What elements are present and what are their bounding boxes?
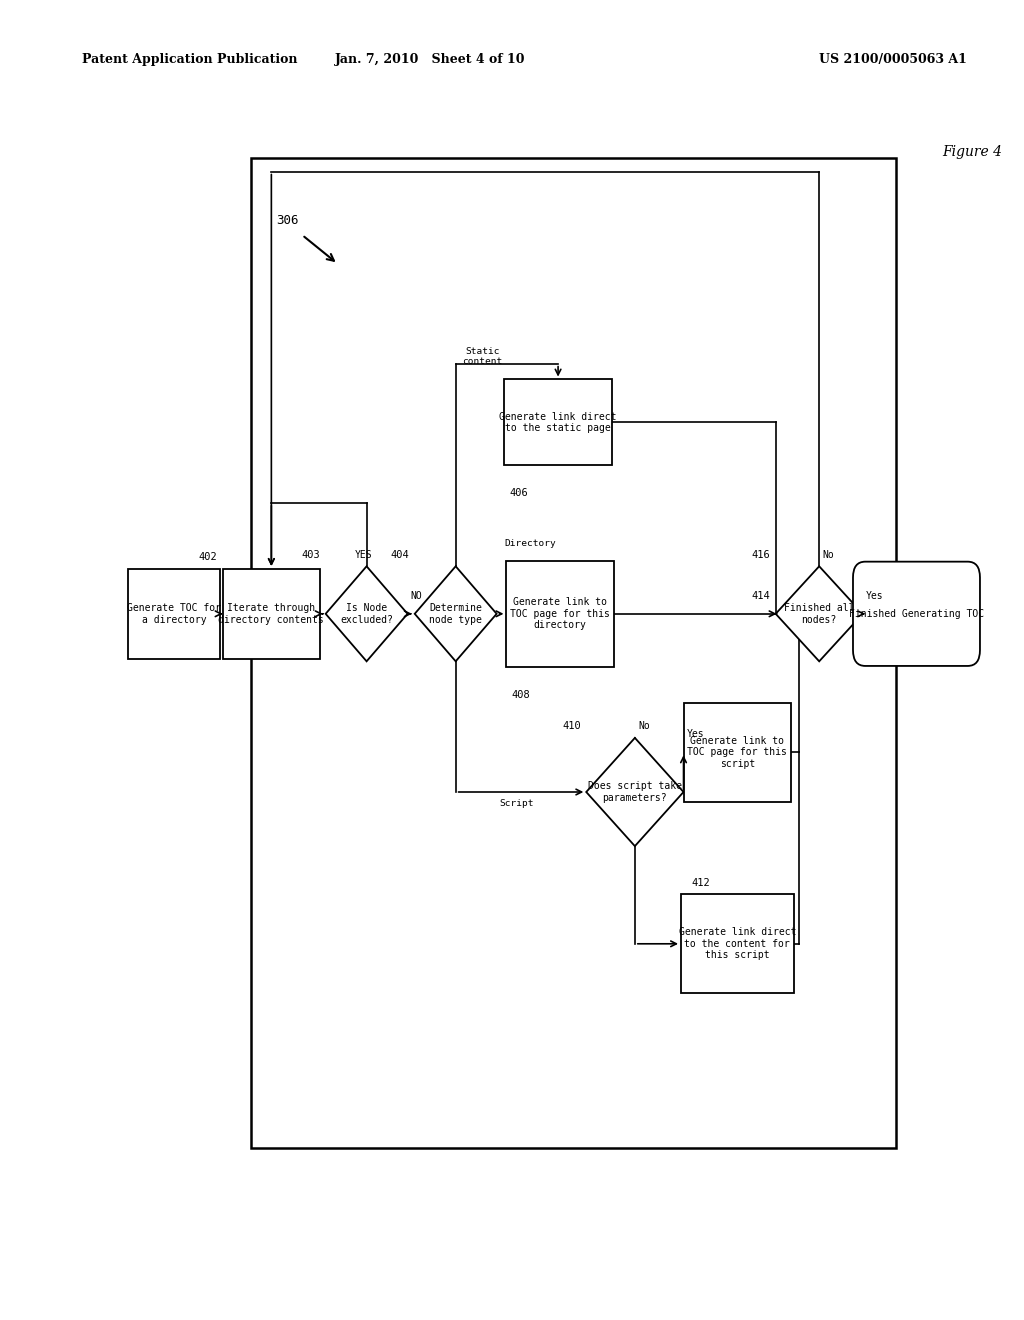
Text: 408: 408 [512,689,530,700]
Text: 414: 414 [752,590,771,601]
Text: No: No [638,721,649,731]
Text: Finished Generating TOC: Finished Generating TOC [849,609,984,619]
Polygon shape [326,566,408,661]
FancyBboxPatch shape [853,562,980,665]
Polygon shape [586,738,684,846]
Text: Is Node
excluded?: Is Node excluded? [340,603,393,624]
Text: 410: 410 [562,721,582,731]
FancyBboxPatch shape [684,702,791,801]
Polygon shape [415,566,497,661]
Text: Generate link direct
to the static page: Generate link direct to the static page [500,412,616,433]
Text: Figure 4: Figure 4 [942,145,1002,160]
FancyBboxPatch shape [223,569,319,659]
Text: Finished all
nodes?: Finished all nodes? [784,603,854,624]
Bar [251,158,896,1148]
Text: 306: 306 [276,214,299,227]
Text: YES: YES [354,549,373,560]
Text: US 2100/0005063 A1: US 2100/0005063 A1 [819,53,967,66]
Text: Directory: Directory [505,539,556,548]
Text: Yes: Yes [866,590,884,601]
Text: Yes: Yes [686,729,705,739]
Text: Determine
node type: Determine node type [429,603,482,624]
Text: Patent Application Publication: Patent Application Publication [82,53,297,66]
Text: No: No [822,549,834,560]
Text: Iterate through
directory contents: Iterate through directory contents [218,603,325,624]
Polygon shape [776,566,862,661]
Text: Generate link direct
to the content for
this script: Generate link direct to the content for … [679,927,796,961]
Text: 416: 416 [752,549,771,560]
Text: Generate TOC for
a directory: Generate TOC for a directory [127,603,221,624]
Text: Script: Script [500,799,535,808]
Text: 406: 406 [510,488,528,498]
FancyBboxPatch shape [507,561,614,667]
Text: 404: 404 [391,549,410,560]
Text: NO: NO [411,590,422,601]
Text: Generate link to
TOC page for this
directory: Generate link to TOC page for this direc… [510,597,610,631]
FancyBboxPatch shape [128,569,220,659]
FancyBboxPatch shape [505,379,612,465]
Text: 412: 412 [691,878,710,888]
Text: Does script take
parameters?: Does script take parameters? [588,781,682,803]
Text: Static
content: Static content [462,347,503,366]
FancyBboxPatch shape [681,895,794,993]
Text: 402: 402 [199,552,218,562]
Text: 403: 403 [302,549,321,560]
Text: Generate link to
TOC page for this
script: Generate link to TOC page for this scrip… [687,735,787,770]
Text: Jan. 7, 2010   Sheet 4 of 10: Jan. 7, 2010 Sheet 4 of 10 [335,53,525,66]
